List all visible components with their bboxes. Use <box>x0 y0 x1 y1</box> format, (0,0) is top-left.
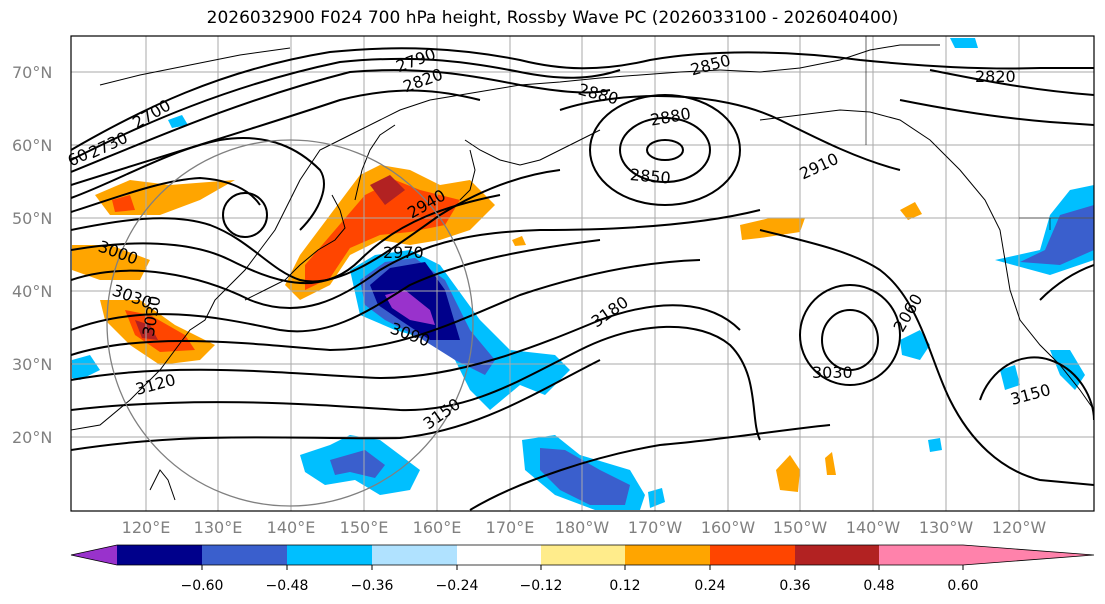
lon-label: 140°E <box>267 518 316 537</box>
contour-label: 2970 <box>383 243 424 262</box>
latitude-labels: 70°N 60°N 50°N 40°N 30°N 20°N <box>12 63 52 447</box>
lat-label: 50°N <box>12 209 52 228</box>
anomaly-region <box>112 195 135 212</box>
anomaly-region <box>512 236 526 246</box>
anomaly-region <box>385 290 435 325</box>
anomaly-region <box>540 448 630 505</box>
lat-label: 40°N <box>12 282 52 301</box>
colorbar-tick-label: −0.24 <box>436 578 479 594</box>
lat-label: 60°N <box>12 136 52 155</box>
anomaly-region <box>776 455 800 492</box>
colorbar-tick-label: 0.48 <box>863 578 894 594</box>
anomaly-region <box>305 180 460 290</box>
colorbar-segment <box>372 545 457 565</box>
map-title: 2026032900 F024 700 hPa height, Rossby W… <box>206 8 899 28</box>
lon-label: 130°E <box>194 518 243 537</box>
anomaly-region <box>72 355 100 380</box>
colorbar-tick-label: −0.48 <box>266 578 309 594</box>
lat-label: 30°N <box>12 355 52 374</box>
contour-label: 2850 <box>629 165 671 187</box>
anomaly-region <box>740 218 805 240</box>
lon-label: 180°W <box>555 518 610 537</box>
colorbar-segment <box>287 545 372 565</box>
colorbar-tick-label: 0.24 <box>694 578 725 594</box>
colorbar-tick-label: 0.36 <box>779 578 810 594</box>
colorbar-extend-left <box>71 545 117 565</box>
lon-label: 150°W <box>773 518 828 537</box>
colorbar: −0.60 −0.48 −0.36 −0.24 −0.12 0.12 0.24 … <box>70 544 1095 594</box>
rossby-circle <box>106 139 474 507</box>
anomaly-region <box>648 488 665 508</box>
map-frame <box>70 35 1095 512</box>
colorbar-segment <box>710 545 795 565</box>
lon-label: 170°E <box>486 518 535 537</box>
longitude-labels: 120°E 130°E 140°E 150°E 160°E 170°E 180°… <box>122 518 1047 537</box>
colorbar-tick-label: −0.36 <box>351 578 394 594</box>
lon-label: 120°W <box>992 518 1047 537</box>
anomaly-region <box>900 330 930 360</box>
colorbar-tick-label: 0.12 <box>609 578 640 594</box>
contour-label: 2820 <box>975 67 1016 86</box>
lon-label: 130°W <box>919 518 974 537</box>
anomaly-region <box>825 452 836 475</box>
colorbar-tick-label: −0.60 <box>181 578 224 594</box>
colorbar-segment <box>202 545 287 565</box>
colorbar-segment <box>879 545 963 565</box>
colorbar-segment <box>457 545 541 565</box>
colorbar-tick-label: 0.60 <box>947 578 978 594</box>
anomaly-region <box>928 438 942 452</box>
lon-label: 150°E <box>340 518 389 537</box>
contour-label: 3030 <box>812 363 853 382</box>
colorbar-segment <box>541 545 625 565</box>
coastlines <box>71 44 1094 501</box>
colorbar-segment <box>625 545 710 565</box>
anomaly-region <box>370 175 405 205</box>
colorbar-segment <box>117 545 202 565</box>
lat-label: 20°N <box>12 428 52 447</box>
anomaly-region <box>900 202 922 220</box>
lon-label: 170°W <box>628 518 683 537</box>
anomaly-region <box>1000 365 1020 390</box>
lon-label: 160°W <box>701 518 756 537</box>
height-contours <box>71 47 1094 511</box>
colorbar-segment <box>795 545 879 565</box>
anomaly-region <box>950 38 978 48</box>
anomaly-region <box>330 450 385 478</box>
colorbar-extend-right <box>963 545 1094 565</box>
anomaly-region <box>168 115 188 128</box>
borders <box>865 36 1094 230</box>
anomaly-region <box>1020 205 1094 265</box>
lon-label: 120°E <box>122 518 171 537</box>
lat-label: 70°N <box>12 63 52 82</box>
lon-label: 140°W <box>846 518 901 537</box>
lon-label: 160°E <box>413 518 462 537</box>
colorbar-tick-label: −0.12 <box>520 578 563 594</box>
